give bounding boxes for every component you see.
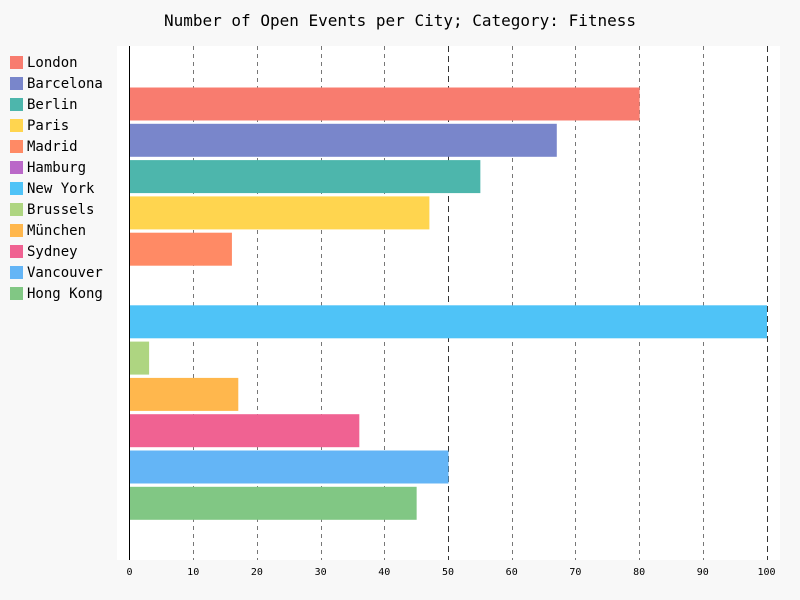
x-tick-label-90: 90 (697, 567, 709, 578)
legend-label-berlin: Berlin (27, 97, 78, 113)
x-tick-label-70: 70 (569, 567, 581, 578)
bar-barcelona (129, 123, 557, 157)
chart-title: Number of Open Events per City; Category… (164, 11, 636, 30)
legend-swatch-madrid (10, 140, 23, 153)
x-tick-label-50: 50 (442, 567, 454, 578)
x-tick-label-40: 40 (378, 567, 390, 578)
x-tick-label-0: 0 (126, 567, 132, 578)
bar-hong-kong (129, 486, 417, 520)
legend: London Barcelona Berlin Paris Madrid Hamburg N… (10, 55, 103, 302)
legend-swatch-paris (10, 119, 23, 132)
legend-swatch-hong-kong (10, 287, 23, 300)
legend-label-brussels: Brussels (27, 202, 94, 218)
legend-swatch-sydney (10, 245, 23, 258)
x-tick-label-10: 10 (187, 567, 199, 578)
legend-swatch-vancouver (10, 266, 23, 279)
x-tick-label-100: 100 (757, 567, 775, 578)
legend-label-sydney: Sydney (27, 244, 78, 260)
legend-swatch-berlin (10, 98, 23, 111)
legend-swatch-barcelona (10, 77, 23, 90)
x-tick-label-20: 20 (251, 567, 263, 578)
bar-m-nchen (129, 377, 239, 411)
legend-label-vancouver: Vancouver (27, 265, 103, 281)
bar-berlin (129, 160, 481, 194)
legend-swatch-london (10, 56, 23, 69)
legend-swatch-new-york (10, 182, 23, 195)
legend-label-hamburg: Hamburg (27, 160, 86, 176)
legend-swatch-hamburg (10, 161, 23, 174)
bar-vancouver (129, 450, 449, 484)
x-tick-label-80: 80 (633, 567, 645, 578)
bar-sydney (129, 414, 360, 448)
legend-label-madrid: Madrid (27, 139, 78, 155)
bar-madrid (129, 232, 232, 266)
bars-layer (129, 87, 767, 520)
x-tick-label-60: 60 (506, 567, 518, 578)
legend-swatch-brussels (10, 203, 23, 216)
x-tick-label-30: 30 (315, 567, 327, 578)
legend-label-new-york: New York (27, 181, 95, 197)
legend-label-barcelona: Barcelona (27, 76, 103, 92)
axis-layer: 0 10 20 30 40 50 60 70 80 90 100 (126, 46, 776, 578)
legend-label-hong-kong: Hong Kong (27, 286, 103, 302)
bar-brussels (129, 341, 150, 375)
legend-label-london: London (27, 55, 78, 71)
bar-new-york (129, 305, 767, 339)
legend-label-m-nchen: München (27, 223, 86, 239)
legend-swatch-m-nchen (10, 224, 23, 237)
bar-paris (129, 196, 430, 230)
legend-label-paris: Paris (27, 118, 69, 134)
bar-london (129, 87, 640, 121)
